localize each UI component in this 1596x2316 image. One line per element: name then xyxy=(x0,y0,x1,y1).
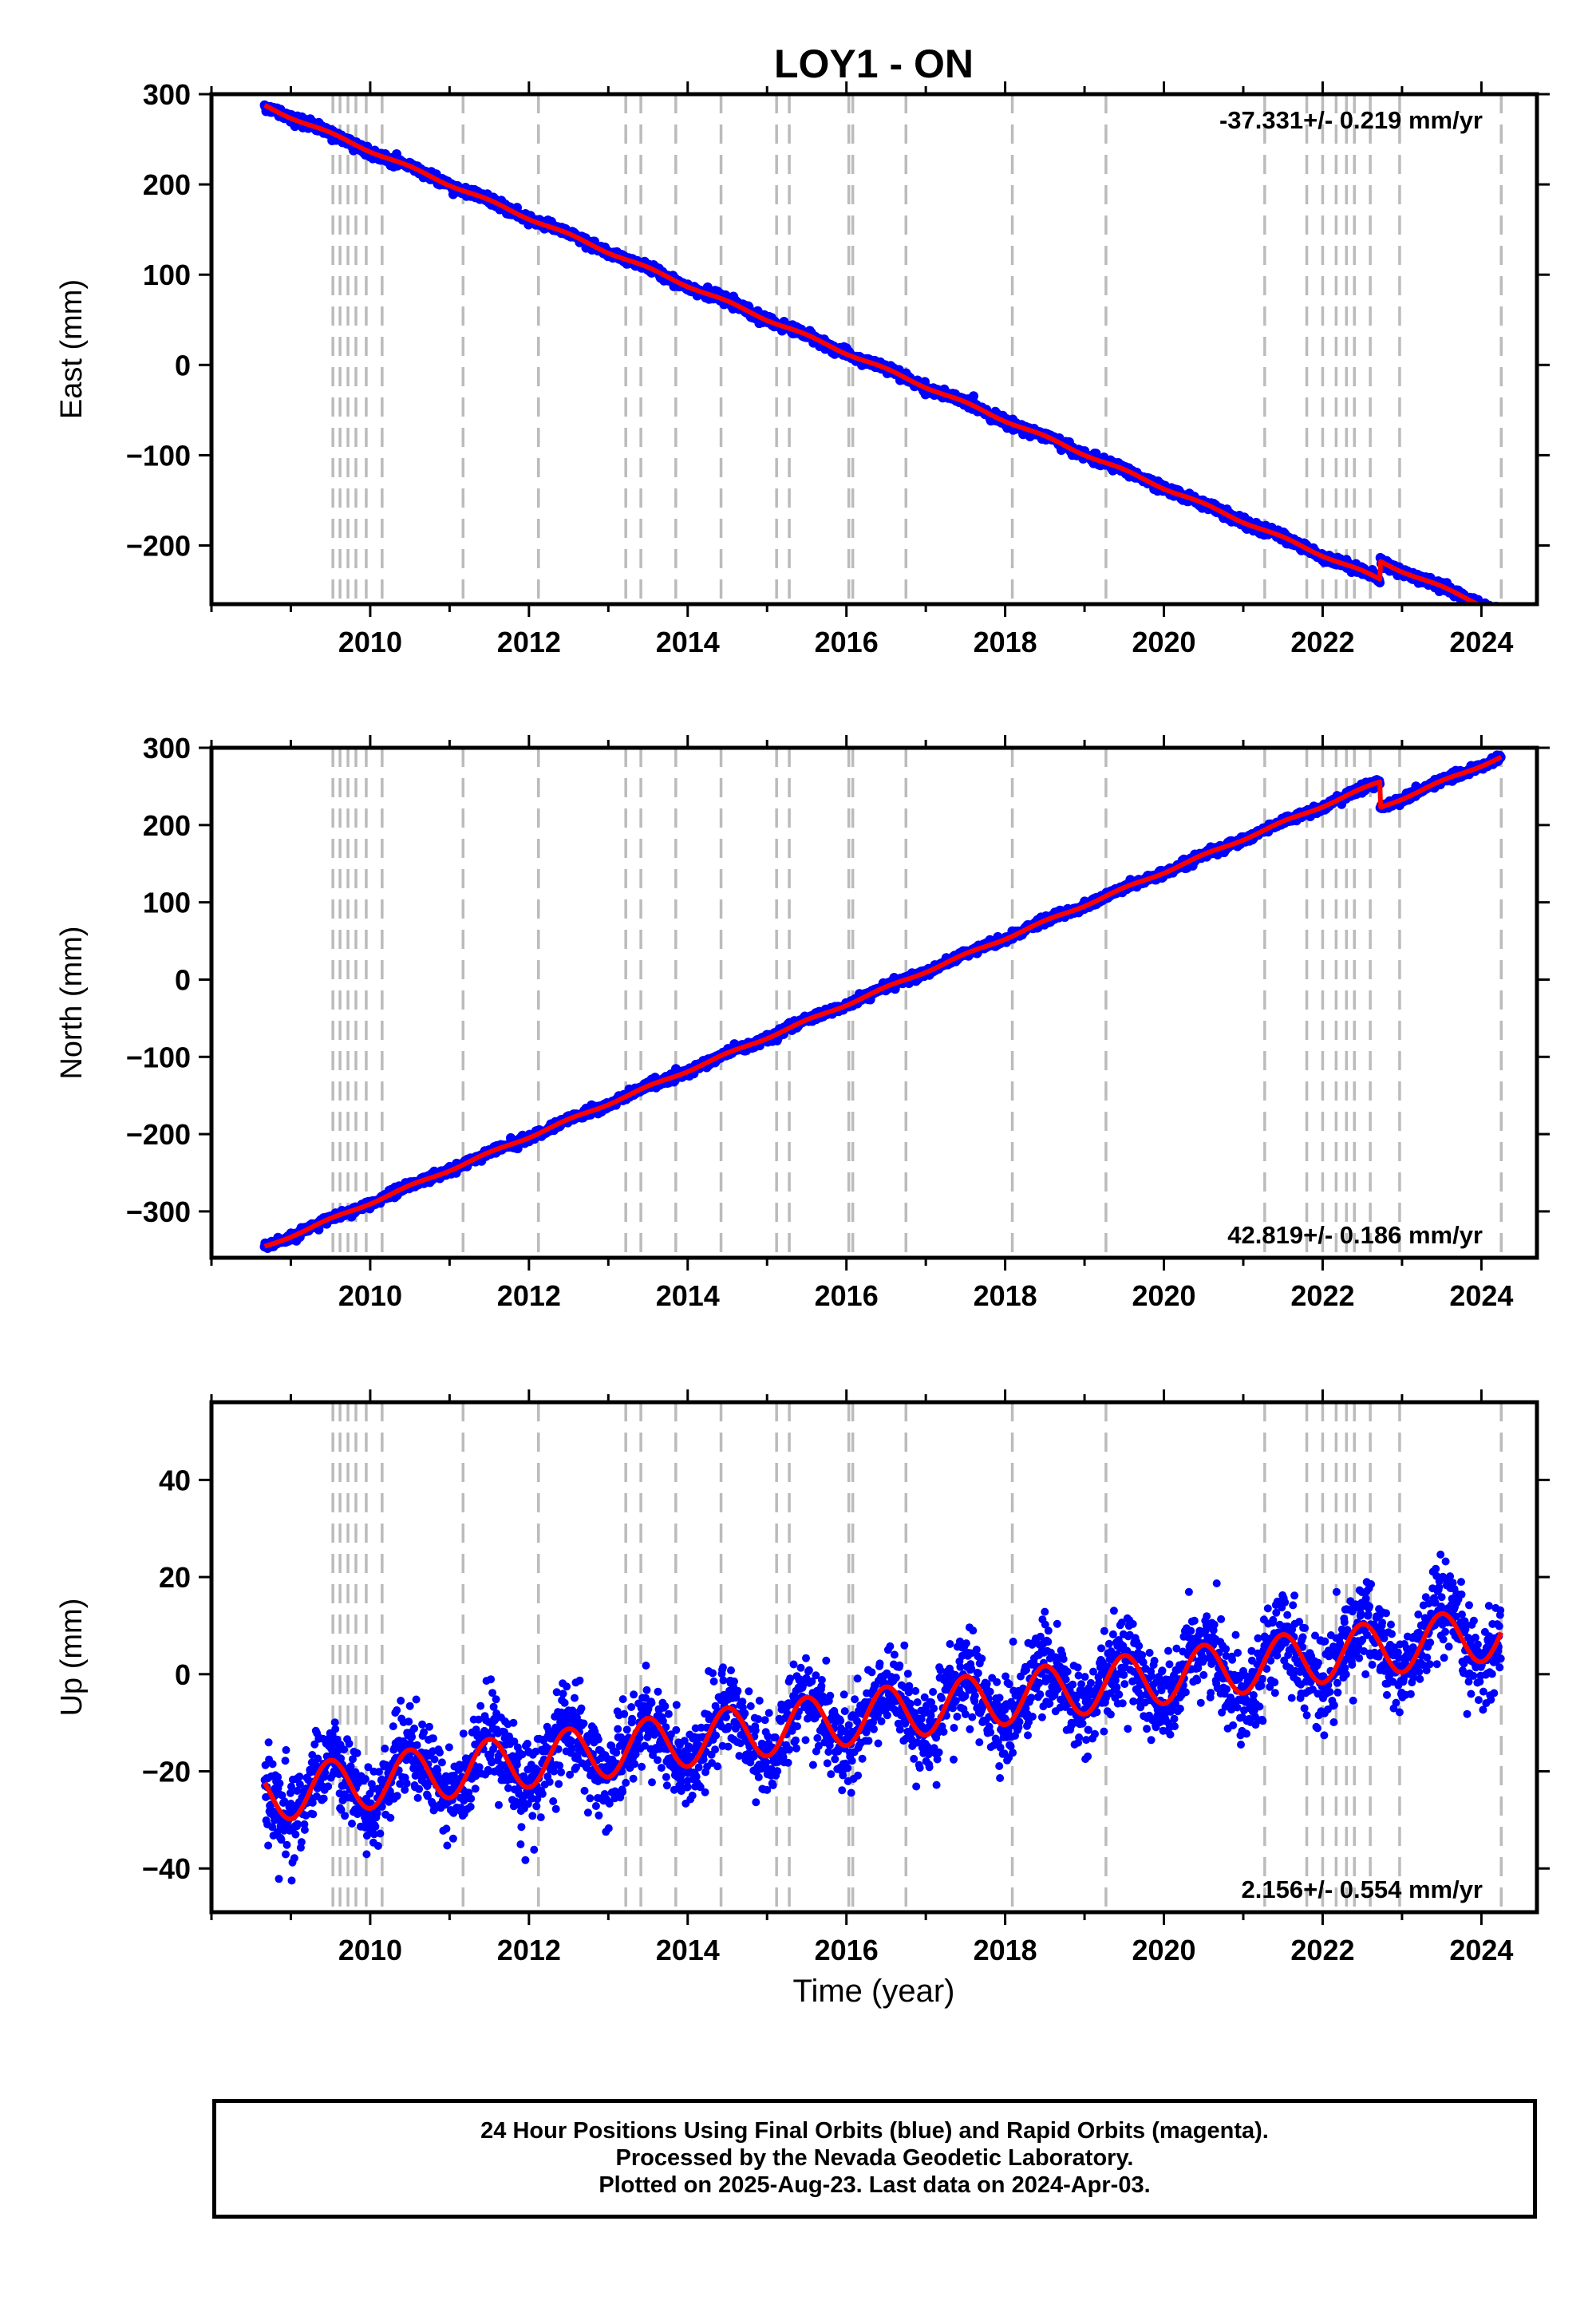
data-point xyxy=(969,391,978,401)
rate-annotation: -37.331+/- 0.219 mm/yr xyxy=(1219,106,1483,134)
data-point xyxy=(1482,608,1491,618)
data-point xyxy=(1486,607,1495,616)
x-tick-label: 2010 xyxy=(338,626,402,658)
x-tick-label: 2014 xyxy=(656,626,720,658)
y-tick-label: 0 xyxy=(175,349,191,381)
panels-layer: 2010 2012 2014 2016 2018 2020 2022 2024 300 200 10… xyxy=(55,78,1550,2009)
observations-east xyxy=(259,100,1506,620)
x-tick-label: 2020 xyxy=(1132,626,1195,658)
data-point xyxy=(1483,607,1493,617)
data-point xyxy=(1495,607,1505,617)
data-point xyxy=(1496,607,1506,617)
data-point xyxy=(1489,609,1499,619)
data-point xyxy=(1495,608,1504,618)
x-tick-label: 2012 xyxy=(497,626,561,658)
x-tick-label: 2022 xyxy=(1290,626,1354,658)
data-point xyxy=(1488,606,1498,615)
data-point xyxy=(1492,606,1502,615)
data-point xyxy=(1483,606,1492,615)
data-point xyxy=(1486,606,1495,615)
x-tick-label: 2018 xyxy=(974,626,1037,658)
y-tick-label: 300 xyxy=(143,78,191,111)
x-tick-label: 2016 xyxy=(815,626,879,658)
panel-north: 2010 2012 2014 2016 2018 2020 2022 202430020010… xyxy=(55,732,1550,1312)
chart-title: LOY1 - ON xyxy=(774,41,974,86)
y-tick-label: 200 xyxy=(143,168,191,201)
x-tick-label: 2024 xyxy=(1449,626,1513,658)
panel-east: 2010 2012 2014 2016 2018 2020 2022 2024 300 200 10… xyxy=(55,78,1550,658)
data-point xyxy=(1487,607,1497,616)
data-point xyxy=(1484,607,1494,617)
data-point xyxy=(1493,608,1503,618)
plot-area-north xyxy=(259,748,1506,1258)
observations-north xyxy=(259,750,1506,1253)
y-tick-label: −100 xyxy=(126,439,191,472)
data-point xyxy=(1491,609,1500,619)
data-point xyxy=(1494,611,1503,620)
data-point xyxy=(1494,607,1503,616)
data-point xyxy=(1495,607,1505,617)
y-tick-label: −200 xyxy=(126,529,191,562)
y-tick-label: 100 xyxy=(143,259,191,291)
y-axis-label: East (mm) xyxy=(55,279,89,419)
data-point xyxy=(1492,611,1502,620)
plot-area-east xyxy=(259,94,1506,620)
